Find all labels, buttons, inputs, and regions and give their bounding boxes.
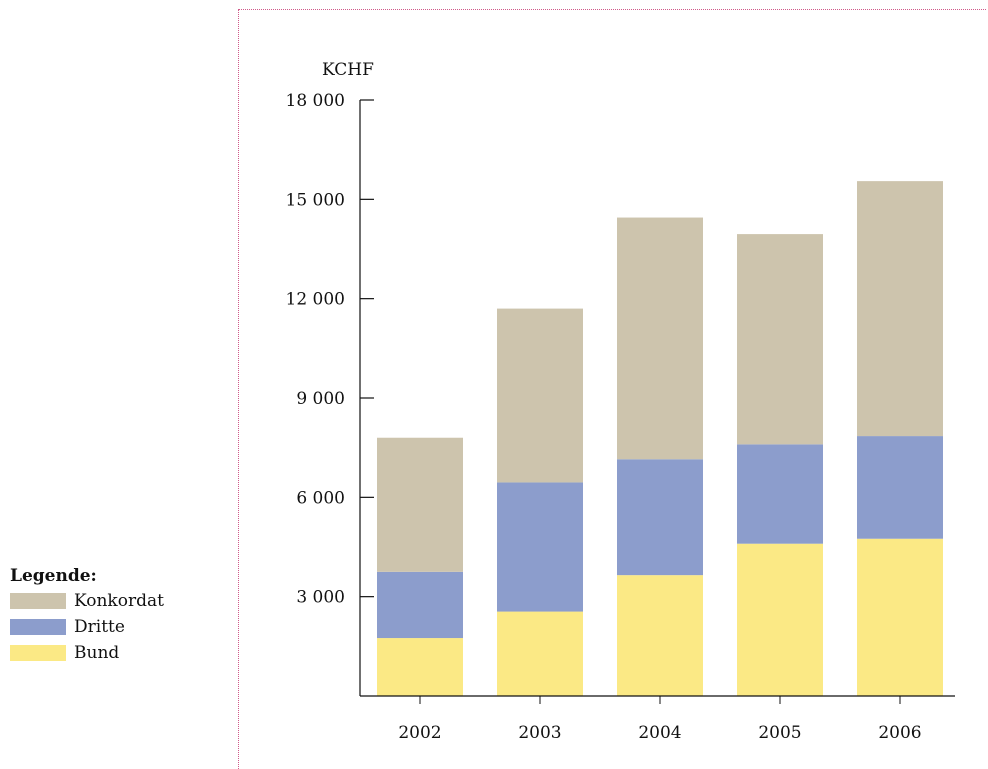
y-tick-label-9000: 9 000 [296,389,345,409]
x-tick-label-2006: 2006 [878,723,921,743]
bar-konkordat-2006 [857,181,943,437]
bars-group [377,181,943,696]
bar-bund-2004 [617,575,703,696]
bar-dritte-2004 [617,459,703,576]
frame-left-border [238,9,239,769]
bar-dritte-2003 [497,482,583,612]
legend-label-konkordat: Konkordat [74,591,164,611]
legend-item-bund: Bund [10,640,164,666]
axes-group: 2002 2003 2004 2005 2006 3 000 6 000 9 000 12 00… [286,91,955,743]
legend: Legende: Konkordat Dritte Bund [10,566,164,666]
legend-label-dritte: Dritte [74,617,125,637]
legend-swatch-bund [10,645,66,661]
bar-dritte-2005 [737,444,823,544]
bar-konkordat-2004 [617,217,703,460]
legend-item-konkordat: Konkordat [10,588,164,614]
legend-title: Legende: [10,566,97,586]
legend-item-dritte: Dritte [10,614,164,640]
bar-konkordat-2005 [737,234,823,445]
bar-bund-2003 [497,611,583,696]
bar-konkordat-2003 [497,308,583,483]
y-unit-label: KCHF [322,60,374,80]
x-tick-label-2004: 2004 [638,723,681,743]
bar-konkordat-2002 [377,437,463,572]
x-tick-label-2005: 2005 [758,723,801,743]
bar-dritte-2002 [377,571,463,639]
x-tick-label-2003: 2003 [518,723,561,743]
x-tick-label-2002: 2002 [398,723,441,743]
legend-swatch-dritte [10,619,66,635]
bar-bund-2002 [377,638,463,696]
y-tick-label-18000: 18 000 [286,91,345,111]
y-tick-label-6000: 6 000 [296,488,345,508]
y-tick-label-12000: 12 000 [286,290,345,310]
y-tick-label-3000: 3 000 [296,588,345,608]
bar-bund-2005 [737,543,823,696]
bar-bund-2006 [857,538,943,696]
legend-label-bund: Bund [74,643,120,663]
legend-swatch-konkordat [10,593,66,609]
bar-dritte-2006 [857,436,943,539]
frame-top-border [238,9,986,10]
y-tick-label-15000: 15 000 [286,190,345,210]
